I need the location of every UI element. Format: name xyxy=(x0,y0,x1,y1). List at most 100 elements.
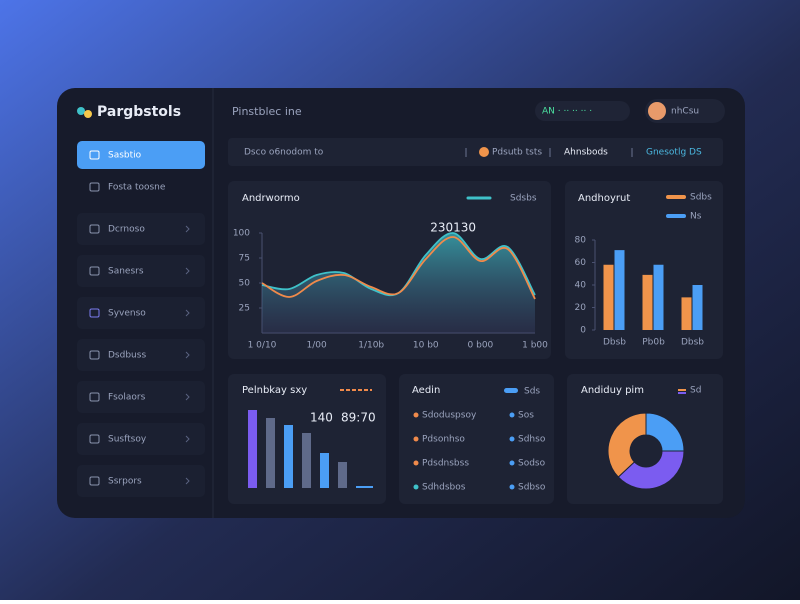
nav-item[interactable] xyxy=(77,423,205,455)
logo xyxy=(77,107,85,115)
nav-label: Dsdbuss xyxy=(108,351,146,361)
x-tick-label: Pb0b xyxy=(642,338,665,348)
x-tick-label: 1/10b xyxy=(358,341,384,351)
row-value: Sdhso xyxy=(518,435,546,445)
bar xyxy=(248,410,257,488)
card xyxy=(399,374,554,504)
row-label: Pdsdnsbss xyxy=(422,459,469,469)
filter[interactable]: Ahnsbods xyxy=(564,148,608,158)
y-tick-label: 20 xyxy=(575,303,587,313)
bar xyxy=(681,297,692,330)
card-title: Andhoyrut xyxy=(578,193,630,204)
bar xyxy=(653,264,664,330)
chevron xyxy=(185,267,190,275)
chevron xyxy=(185,477,190,485)
nav-label: Sanesrs xyxy=(108,267,144,277)
row-label: Sdhdsbos xyxy=(422,483,466,493)
y-tick-label: 75 xyxy=(239,254,250,264)
nav-label: Dcrnoso xyxy=(108,225,145,235)
x-tick-label: 1 b00 xyxy=(522,341,548,351)
nav-icon xyxy=(89,308,100,318)
line xyxy=(261,236,536,300)
bar xyxy=(692,285,703,330)
legend-label: Sdsbs xyxy=(510,194,537,204)
chevron xyxy=(185,309,190,317)
chevron xyxy=(185,225,190,233)
nav-icon xyxy=(89,266,100,276)
nav-label: Fsolaors xyxy=(108,393,146,403)
status-pill xyxy=(535,101,630,121)
chevron xyxy=(185,351,190,359)
y-tick-label: 50 xyxy=(239,279,251,289)
nav-item[interactable] xyxy=(77,339,205,371)
user-pill[interactable] xyxy=(645,99,725,123)
bar xyxy=(266,418,275,488)
nav-item[interactable] xyxy=(77,381,205,413)
x-tick-label: 1/00 xyxy=(306,341,326,351)
dot xyxy=(413,460,419,466)
y-tick-label: 60 xyxy=(575,258,587,268)
nav-label: Ssrpors xyxy=(108,477,142,487)
chevron xyxy=(185,435,190,443)
search[interactable]: Dsco o6nodom to xyxy=(244,148,324,158)
row-value: Sdbso xyxy=(518,483,546,493)
card-title: Andrwormo xyxy=(242,193,300,204)
chevron xyxy=(185,393,190,401)
card-title: Andiduy pim xyxy=(581,385,644,396)
legend-label: Ns xyxy=(690,212,702,222)
dot xyxy=(413,412,419,418)
nav-item[interactable] xyxy=(77,255,205,287)
dot xyxy=(413,436,419,442)
nav-label: Sasbtio xyxy=(108,151,142,161)
card xyxy=(565,181,723,359)
card-title: Aedin xyxy=(412,385,440,396)
donut-slice xyxy=(607,412,647,478)
logo xyxy=(84,110,92,118)
x-tick-label: 0 b00 xyxy=(468,341,494,351)
legend-label: Sdbs xyxy=(690,193,712,203)
row-label: Pdsonhso xyxy=(422,435,465,445)
nav-label: Syvenso xyxy=(108,309,146,319)
y-tick-label: 80 xyxy=(575,236,587,246)
nav-label: Susftsoy xyxy=(108,435,147,445)
x-tick-label: 10 b0 xyxy=(413,341,439,351)
user-name: nhCsu xyxy=(671,107,699,117)
nav-icon xyxy=(89,224,100,234)
bar xyxy=(302,433,311,488)
x-tick-label: 1 0/10 xyxy=(248,341,277,351)
row-label: Sdoduspsoy xyxy=(422,411,477,421)
nav-item[interactable] xyxy=(77,141,205,169)
nav-icon xyxy=(89,434,100,444)
dot xyxy=(509,460,515,466)
bar xyxy=(284,425,293,488)
bar xyxy=(338,462,347,488)
area xyxy=(262,232,535,333)
nav-item[interactable] xyxy=(77,465,205,497)
annotation: 230130 xyxy=(430,221,476,235)
filter[interactable]: Gnesotlg DS xyxy=(646,148,702,158)
card-title: Pelnbkay sxy xyxy=(242,385,307,396)
filter[interactable]: Pdsutb tsts xyxy=(492,148,542,158)
dot xyxy=(413,484,419,490)
nav-icon xyxy=(89,350,100,360)
dot xyxy=(509,484,515,490)
y-tick-label: 25 xyxy=(239,304,250,314)
dot xyxy=(509,436,515,442)
row-value: Sos xyxy=(518,411,534,421)
status: AN · ·· ·· ·· · xyxy=(542,107,592,117)
filter-bar xyxy=(228,138,723,166)
nav-icon xyxy=(89,182,100,192)
row-value: Sodso xyxy=(518,459,546,469)
nav-icon xyxy=(89,476,100,486)
card xyxy=(567,374,723,504)
y-tick-label: 0 xyxy=(580,326,586,336)
nav-icon xyxy=(89,150,100,160)
x-tick-label: Dbsb xyxy=(681,338,704,348)
nav-item[interactable] xyxy=(77,213,205,245)
dot xyxy=(509,412,515,418)
nav-item[interactable] xyxy=(77,297,205,329)
annotation: 140 xyxy=(310,411,333,425)
bar xyxy=(603,264,614,330)
legend-swatch xyxy=(504,388,518,393)
